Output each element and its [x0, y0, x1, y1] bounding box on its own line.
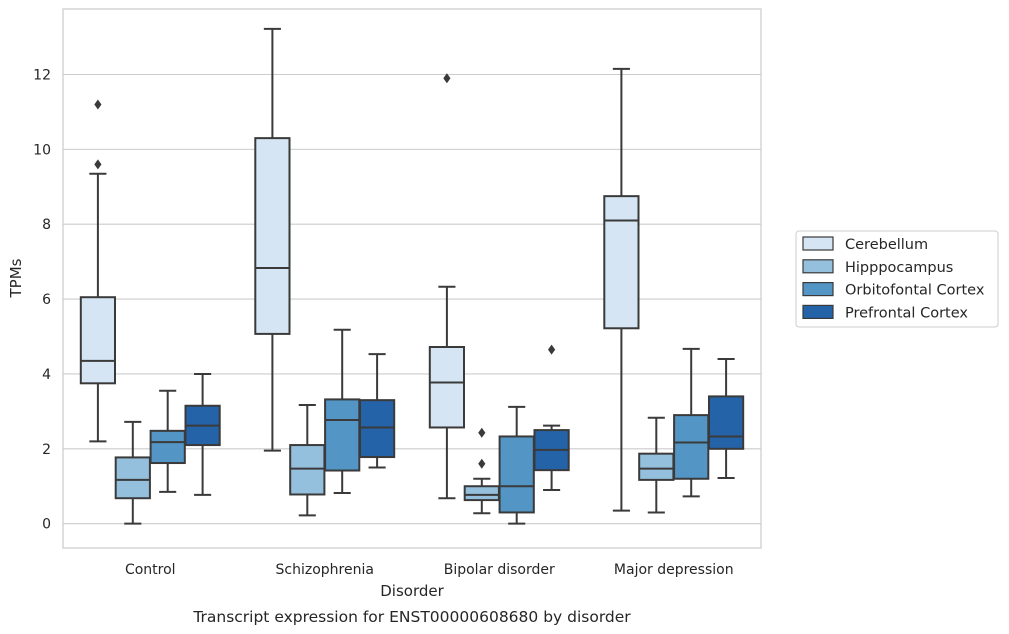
- box-hipppocampus: [463, 427, 500, 515]
- box-iqr: [638, 452, 675, 481]
- box-prefrontal-cortex: [533, 344, 570, 491]
- box-cerebellum: [603, 67, 640, 512]
- box-orbitofontal-cortex: [324, 328, 361, 494]
- outlier-point: [548, 344, 556, 355]
- y-tick-label: 8: [42, 217, 51, 233]
- legend-label: Prefrontal Cortex: [845, 305, 968, 321]
- box-cerebellum: [254, 27, 291, 452]
- box-iqr: [79, 296, 117, 385]
- outlier-point: [443, 73, 451, 84]
- box-cerebellum: [428, 73, 466, 500]
- box-iqr: [463, 485, 500, 502]
- y-tick-label: 6: [42, 292, 51, 308]
- box-iqr: [254, 137, 291, 335]
- box-iqr: [114, 456, 151, 500]
- box-iqr: [603, 195, 640, 330]
- outlier-point: [478, 458, 486, 469]
- box-hipppocampus: [289, 404, 326, 517]
- y-tick-label: 12: [33, 68, 51, 84]
- box-orbitofontal-cortex: [498, 405, 535, 525]
- outlier-point: [94, 159, 102, 170]
- legend-label: Orbitofontal Cortex: [845, 283, 985, 299]
- plot-frame: [62, 8, 762, 549]
- box-iqr: [498, 435, 535, 514]
- box-cerebellum: [79, 99, 117, 443]
- y-tick-label: 10: [33, 142, 51, 158]
- x-tick-label: Major depression: [614, 562, 734, 578]
- x-tick-label: Schizophrenia: [276, 562, 374, 578]
- box-iqr: [324, 398, 361, 472]
- x-axis-ticks: Control Schizophrenia Bipolar disorder Majo…: [125, 562, 734, 578]
- boxes: [79, 27, 745, 525]
- x-tick-label: Control: [125, 562, 176, 578]
- outlier-point: [478, 427, 486, 438]
- box-iqr: [428, 345, 466, 429]
- legend-label: Hipppocampus: [845, 260, 953, 276]
- box-prefrontal-cortex: [358, 353, 396, 469]
- legend-label: Cerebellum: [845, 237, 928, 253]
- y-axis-ticks: 0 2 4 6 8 10 12: [33, 68, 51, 533]
- box-hipppocampus: [638, 416, 675, 514]
- y-tick-label: 0: [42, 517, 51, 533]
- x-tick-label: Bipolar disorder: [444, 562, 555, 578]
- box-hipppocampus: [114, 420, 151, 525]
- box-orbitofontal-cortex: [673, 347, 710, 498]
- box-iqr: [289, 444, 326, 496]
- legend-swatch: [802, 236, 834, 251]
- box-prefrontal-cortex: [707, 357, 745, 480]
- y-axis-label: TPMs: [7, 258, 25, 298]
- box-iqr: [707, 395, 745, 450]
- legend: Cerebellum Hipppocampus Orbitofontal Corte…: [795, 230, 999, 328]
- box-orbitofontal-cortex: [149, 389, 186, 493]
- legend-swatch: [802, 259, 834, 274]
- box-iqr: [358, 399, 396, 459]
- y-tick-label: 2: [42, 442, 51, 458]
- box-iqr: [673, 414, 710, 480]
- box-prefrontal-cortex: [184, 372, 221, 496]
- legend-frame: [795, 230, 999, 328]
- outlier-point: [94, 99, 102, 110]
- legend-swatch: [802, 282, 834, 297]
- chart-caption: Transcript expression for ENST0000060868…: [192, 608, 631, 626]
- box-iqr: [149, 429, 186, 465]
- x-axis-label: Disorder: [380, 582, 444, 600]
- y-tick-label: 4: [42, 367, 51, 383]
- legend-swatch: [802, 304, 834, 319]
